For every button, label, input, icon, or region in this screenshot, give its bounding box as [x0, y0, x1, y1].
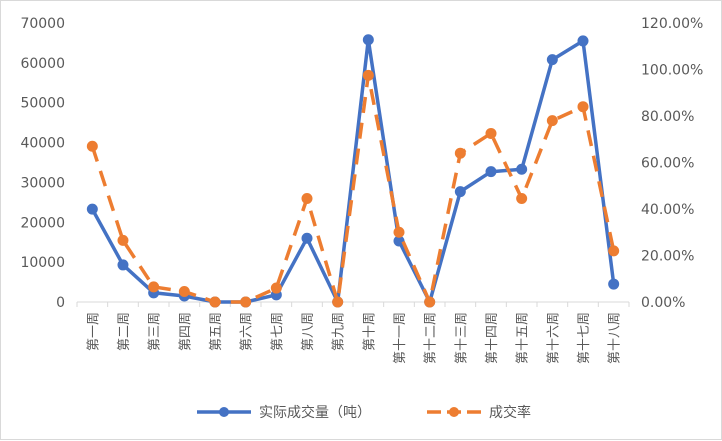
legend-swatch-marker-0 [219, 407, 229, 417]
series-0-point [301, 232, 313, 244]
series-0-point [546, 54, 558, 66]
series-0-point [577, 35, 589, 47]
series-1-point [577, 101, 589, 113]
x-category-label: 第十四周 [485, 312, 500, 364]
series-0-point [485, 166, 497, 178]
series-1-point [393, 226, 405, 238]
series-line-0 [90, 37, 616, 304]
series-0-point [86, 203, 98, 215]
y-left-tick-label: 20000 [20, 215, 65, 231]
series-1-point [332, 296, 344, 308]
x-category-label: 第十一周 [393, 312, 408, 364]
series-1-point [454, 147, 466, 159]
x-category-label: 第一周 [86, 312, 101, 351]
y-left-tick-label: 40000 [20, 136, 65, 152]
series-line-1 [90, 73, 616, 304]
x-category-label: 第五周 [209, 312, 224, 351]
y-left-tick-label: 50000 [20, 96, 65, 112]
series-0-point [454, 186, 466, 198]
series-0-point [362, 34, 374, 46]
series-0-point [117, 259, 129, 271]
x-category-label: 第十七周 [577, 312, 592, 364]
x-category-label: 第六周 [240, 312, 255, 351]
series-1-point [178, 286, 190, 298]
y-right-tick-label: 80.00% [641, 109, 694, 125]
y-right-tick-label: 100.00% [641, 63, 703, 79]
series-0-point [516, 163, 528, 175]
x-category-label: 第十六周 [546, 312, 561, 364]
series-1-point [424, 296, 436, 308]
x-category-label: 第七周 [270, 312, 285, 351]
series-1-point [608, 245, 620, 257]
legend-label-1: 成交率 [489, 404, 531, 421]
x-category-label: 第九周 [332, 312, 347, 351]
series-1-point [240, 296, 252, 308]
y-right-tick-label: 120.00% [641, 16, 703, 32]
series-0-point [608, 278, 620, 290]
series-1-point [485, 127, 497, 139]
x-category-label: 第十周 [362, 312, 377, 351]
series-1-point [516, 193, 528, 205]
y-right-tick-label: 40.00% [641, 202, 694, 218]
x-category-label: 第八周 [301, 312, 316, 351]
series-1-point [209, 296, 221, 308]
x-category-label: 第十五周 [516, 312, 531, 364]
y-right-tick-label: 20.00% [641, 249, 694, 265]
series-1-point [362, 69, 374, 81]
legend-label-0: 实际成交量（吨） [259, 404, 371, 421]
y-left-tick-label: 0 [56, 295, 65, 311]
series-1-point [546, 115, 558, 127]
y-left-tick-label: 10000 [20, 255, 65, 271]
x-category-label: 第十二周 [424, 312, 439, 364]
y-left-tick-label: 70000 [20, 16, 65, 32]
series-1-point [148, 281, 160, 293]
x-category-label: 第三周 [148, 312, 163, 351]
series-1-point [86, 140, 98, 152]
x-category-label: 第十三周 [454, 312, 469, 364]
series-1-point [270, 282, 282, 294]
legend-swatch-marker-1 [449, 407, 459, 417]
series-1-point [117, 234, 129, 246]
x-category-label: 第二周 [117, 312, 132, 351]
x-category-label: 第十八周 [608, 312, 623, 364]
x-category-label: 第四周 [178, 312, 193, 351]
series-1-point [301, 193, 313, 205]
y-left-tick-label: 60000 [20, 56, 65, 72]
y-left-tick-label: 30000 [20, 175, 65, 191]
y-right-tick-label: 60.00% [641, 156, 694, 172]
y-right-tick-label: 0.00% [641, 295, 685, 311]
